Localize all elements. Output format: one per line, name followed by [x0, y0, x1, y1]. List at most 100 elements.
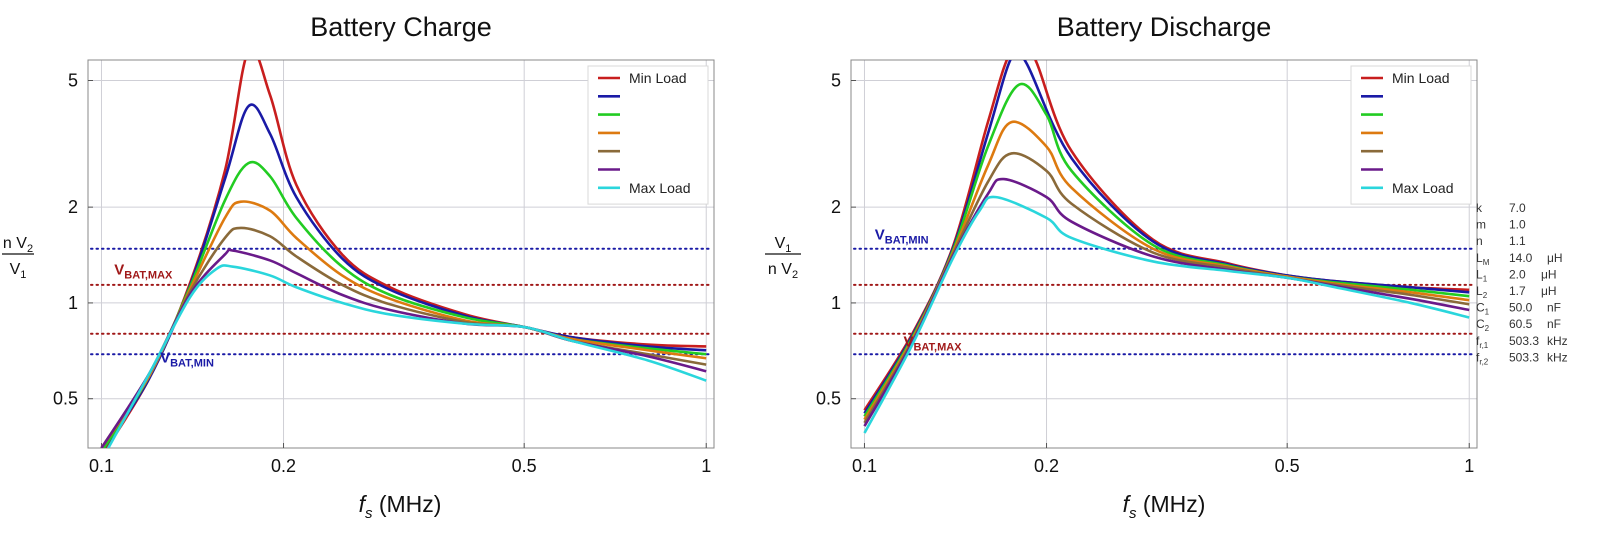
- series-line-7: [863, 195, 1470, 434]
- param-name: m: [1476, 218, 1486, 232]
- param-value: 503.3: [1509, 350, 1539, 364]
- param-symbol: L: [1476, 284, 1483, 298]
- param-symbol: L: [1476, 251, 1483, 265]
- reference-label: VBAT,MAX: [114, 261, 173, 281]
- reference-label: VBAT,MIN: [160, 349, 214, 369]
- x-axis-units: (MHz): [372, 491, 441, 517]
- x-axis-units: (MHz): [1136, 491, 1205, 517]
- param-unit: nF: [1547, 317, 1561, 331]
- param-unit: μH: [1547, 251, 1563, 265]
- x-axis-label: fs (MHz): [359, 491, 442, 522]
- y-axis-denominator-main: V: [10, 261, 21, 278]
- legend-box: [1350, 65, 1472, 205]
- y-axis-denominator-main: n V: [768, 261, 792, 278]
- reference-label-main: V: [903, 333, 913, 350]
- y-axis-numerator-sub: 2: [27, 243, 33, 255]
- param-symbol: k: [1476, 201, 1483, 215]
- param-unit: kHz: [1547, 350, 1568, 364]
- y-tick-label: 1: [831, 293, 841, 313]
- legend-label: Min Load: [1392, 70, 1450, 86]
- x-tick-label: 1: [701, 456, 711, 476]
- legend-label: Max Load: [629, 180, 690, 196]
- y-axis-numerator-main: V: [775, 235, 786, 252]
- grid: [851, 60, 1477, 448]
- x-axis-subscript: s: [1129, 505, 1137, 522]
- param-value: 60.5: [1509, 317, 1533, 331]
- y-tick-label: 2: [831, 197, 841, 217]
- param-subscript: M: [1483, 258, 1490, 267]
- param-value: 50.0: [1509, 301, 1533, 315]
- param-symbol: n: [1476, 234, 1483, 248]
- x-tick-label: 0.1: [89, 456, 114, 476]
- y-axis-denominator: n V2: [768, 261, 798, 281]
- param-name: fr,2: [1476, 350, 1489, 366]
- param-name: n: [1476, 234, 1483, 248]
- param-symbol: f: [1476, 334, 1480, 348]
- x-tick-label: 0.2: [1034, 456, 1059, 476]
- series-line-5: [100, 226, 707, 448]
- param-subscript: r,2: [1479, 357, 1488, 366]
- legend-box: [587, 65, 709, 205]
- chart-title: Battery Charge: [310, 12, 492, 42]
- y-axis-denominator: V1: [10, 261, 27, 281]
- param-symbol: C: [1476, 317, 1485, 331]
- reference-label-sub: BAT,MAX: [913, 341, 962, 353]
- y-axis-numerator-sub: 1: [785, 243, 791, 255]
- param-name: L2: [1476, 284, 1488, 300]
- param-name: k: [1476, 201, 1483, 215]
- param-unit: μH: [1541, 284, 1557, 298]
- y-axis-denominator-sub: 1: [20, 269, 26, 281]
- param-name: LM: [1476, 251, 1490, 267]
- param-symbol: m: [1476, 218, 1486, 232]
- param-symbol: C: [1476, 301, 1485, 315]
- y-tick-label: 2: [68, 197, 78, 217]
- reference-label-main: V: [875, 227, 885, 244]
- reference-label-sub: BAT,MIN: [885, 235, 929, 247]
- y-tick-label: 5: [68, 71, 78, 91]
- param-subscript: 1: [1483, 274, 1488, 283]
- series-group: [863, 60, 1470, 434]
- param-value: 1.1: [1509, 234, 1526, 248]
- param-symbol: L: [1476, 267, 1483, 281]
- x-tick-label: 1: [1464, 456, 1474, 476]
- reference-label-sub: BAT,MIN: [170, 357, 214, 369]
- y-axis-numerator: n V2: [3, 235, 33, 255]
- param-subscript: 1: [1485, 308, 1490, 317]
- x-axis-symbol: f: [1123, 491, 1132, 517]
- x-axis-label: fs (MHz): [1123, 491, 1206, 522]
- x-axis-symbol: f: [359, 491, 368, 517]
- param-subscript: 2: [1483, 291, 1488, 300]
- y-tick-label: 0.5: [53, 389, 78, 409]
- param-unit: nF: [1547, 301, 1561, 315]
- legend-label: Max Load: [1392, 180, 1453, 196]
- y-axis-numerator-main: n V: [3, 235, 27, 252]
- y-tick-label: 5: [831, 71, 841, 91]
- x-tick-label: 0.5: [512, 456, 537, 476]
- param-name: C1: [1476, 301, 1490, 317]
- param-value: 1.0: [1509, 218, 1526, 232]
- param-value: 7.0: [1509, 201, 1526, 215]
- chart-title: Battery Discharge: [1057, 12, 1272, 42]
- series-line-7: [106, 264, 707, 448]
- reference-label-sub: BAT,MAX: [124, 269, 173, 281]
- legend: Min Load Max Load: [1350, 65, 1472, 205]
- y-axis-numerator: V1: [775, 235, 792, 255]
- plot-frame: [87, 59, 715, 449]
- x-tick-label: 0.5: [1275, 456, 1300, 476]
- param-name: C2: [1476, 317, 1490, 333]
- reference-label: VBAT,MAX: [903, 333, 962, 353]
- legend-label: Min Load: [629, 70, 687, 86]
- param-name: fr,1: [1476, 334, 1489, 350]
- param-symbol: f: [1476, 350, 1480, 364]
- param-subscript: 2: [1485, 324, 1490, 333]
- param-value: 14.0: [1509, 251, 1533, 265]
- x-tick-label: 0.1: [852, 456, 877, 476]
- param-unit: μH: [1541, 267, 1557, 281]
- x-tick-label: 0.2: [271, 456, 296, 476]
- y-tick-label: 1: [68, 293, 78, 313]
- param-unit: kHz: [1547, 334, 1568, 348]
- reference-label: VBAT,MIN: [875, 227, 929, 247]
